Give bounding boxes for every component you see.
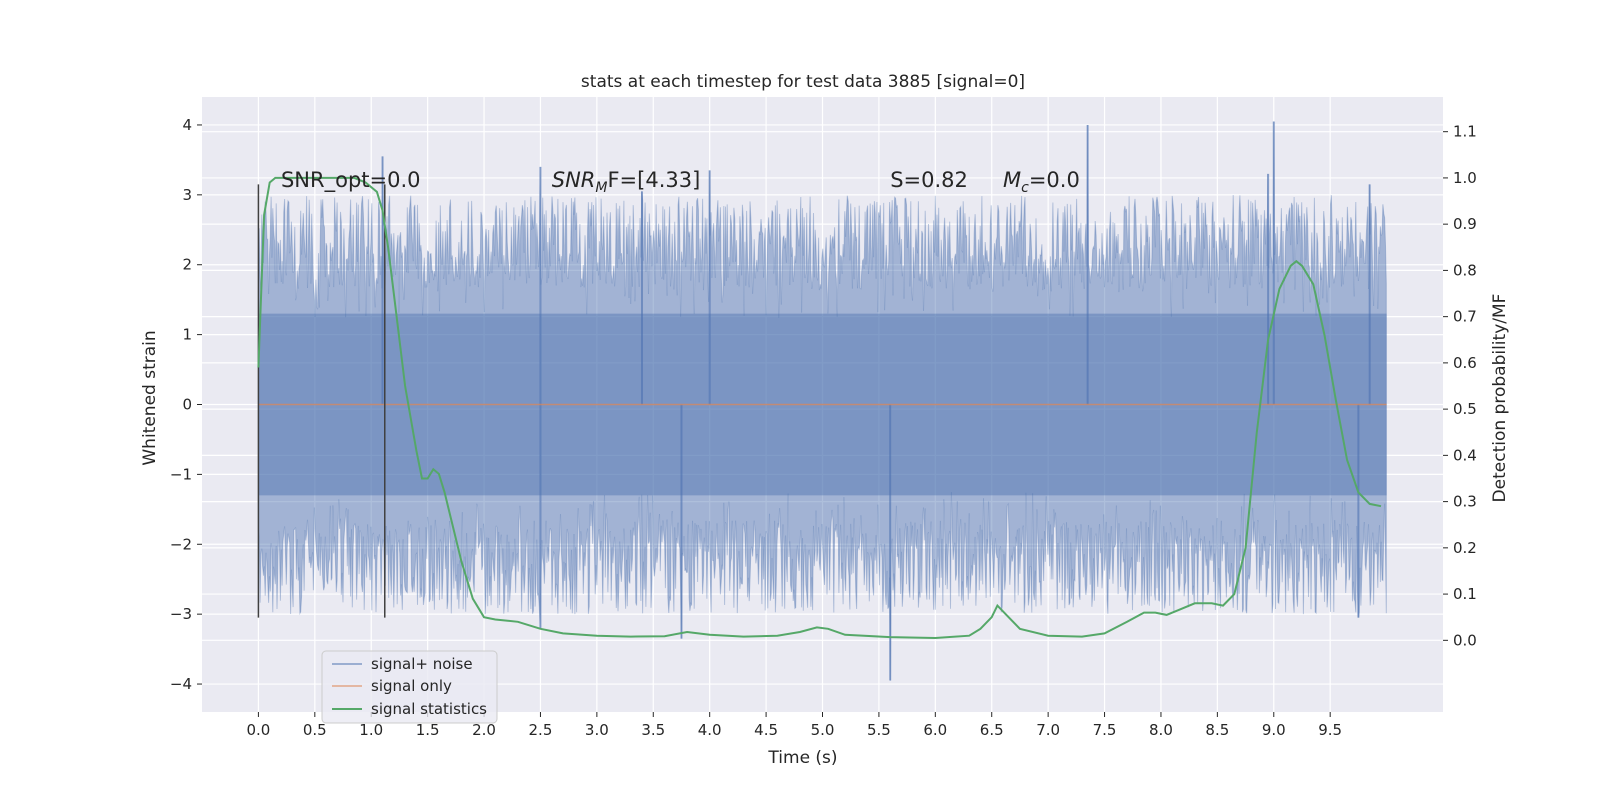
y-tick-label: 1 [182,326,192,344]
y-tick-label: −3 [170,605,192,623]
x-tick-label: 7.5 [1093,721,1117,739]
y2-tick-label: 0.3 [1453,493,1477,511]
y-axis-left: −4 −3 −2 −1 0 1 2 3 4 [170,116,202,693]
y-tick-label: −1 [170,465,192,483]
y2-tick-label: 0.0 [1453,631,1477,649]
y-tick-label: −2 [170,535,192,553]
x-tick-label: 0.0 [246,721,270,739]
y2-tick-label: 0.8 [1453,261,1477,279]
y2-axis-label: Detection probability/MF [1490,294,1510,503]
x-tick-label: 6.5 [980,721,1004,739]
y2-tick-label: 0.4 [1453,446,1477,464]
annotation: SNR_opt=0.0 [281,168,421,193]
y-tick-label: 2 [182,256,192,274]
annotation: Mc=0.0 [1003,168,1080,196]
annotation: S=0.82 [890,168,968,192]
legend: signal+ noise signal only signal statist… [321,650,498,724]
y2-tick-label: 0.7 [1453,308,1477,326]
x-tick-label: 7.0 [1036,721,1060,739]
x-tick-label: 3.5 [641,721,665,739]
x-tick-label: 8.5 [1205,721,1229,739]
x-tick-label: 0.5 [303,721,327,739]
legend-label-signal-only: signal only [371,677,452,695]
x-tick-label: 2.0 [472,721,496,739]
annotations: SNR_opt=0.0 SNRMF=[4.33] S=0.82 Mc=0.0 [281,168,1080,196]
y2-tick-label: 0.9 [1453,215,1477,233]
x-tick-label: 8.0 [1149,721,1173,739]
y2-tick-label: 0.6 [1453,354,1477,372]
signal-statistics-line [257,176,1382,640]
signal-statistics-series [257,176,1382,640]
y2-tick-label: 0.5 [1453,400,1477,418]
y-tick-label: −4 [170,675,192,693]
x-tick-label: 3.0 [585,721,609,739]
x-tick-label: 1.5 [416,721,440,739]
x-tick-label: 4.0 [698,721,722,739]
legend-frame [321,650,498,724]
x-tick-label: 5.0 [811,721,835,739]
chart-title: stats at each timestep for test data 388… [581,72,1025,92]
annotation: SNRMF=[4.33] [552,168,701,196]
x-tick-label: 4.5 [754,721,778,739]
x-tick-label: 2.5 [529,721,553,739]
y-tick-label: 4 [182,116,192,134]
legend-label-signal-statistics: signal statistics [371,700,487,718]
y2-tick-label: 0.2 [1453,539,1477,557]
y-tick-label: 3 [182,186,192,204]
vertical-markers [257,184,386,618]
x-axis: 0.0 0.5 1.0 1.5 2.0 2.5 3.0 3.5 4.0 4.5 5.0 5.5 6.0 6… [246,712,1342,739]
x-tick-label: 6.0 [923,721,947,739]
x-tick-label: 9.5 [1318,721,1342,739]
y2-tick-label: 1.0 [1453,169,1477,187]
y2-tick-label: 0.1 [1453,585,1477,603]
x-tick-label: 9.0 [1262,721,1286,739]
x-tick-label: 1.0 [359,721,383,739]
x-tick-label: 5.5 [867,721,891,739]
y-tick-label: 0 [182,396,192,414]
legend-label-signal-noise: signal+ noise [371,655,473,673]
y-axis-right: 0.0 0.1 0.2 0.3 0.4 0.5 0.6 0.7 0.8 0.9 1.0 1.1 [1443,123,1477,649]
x-axis-label: Time (s) [767,748,837,768]
y-axis-label: Whitened strain [140,330,160,465]
y2-tick-label: 1.1 [1453,123,1477,141]
